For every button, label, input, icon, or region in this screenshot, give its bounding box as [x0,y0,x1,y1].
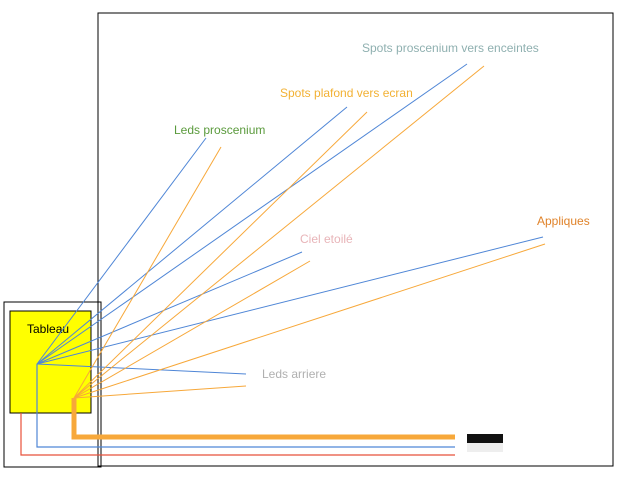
bus-end-block [467,434,503,443]
orange-wire-fan [73,65,546,399]
orange-wire [73,65,485,399]
blue-wire [36,106,348,365]
blue-wire [36,236,544,365]
blue-wire [36,63,468,365]
orange-wire [73,111,368,399]
panel-enclosure [3,301,102,468]
blue-wire [36,137,207,365]
orange-wire [73,260,311,399]
orange-wire [73,146,222,399]
orange-wire [73,385,247,399]
label-leds-proscenium: Leds proscenium [174,123,265,137]
label-appliques: Appliques [537,214,590,228]
label-ciel-etoile: Ciel etoilé [300,232,353,246]
room-outline [97,12,614,467]
label-spots-proscenium: Spots proscenium vers enceintes [362,41,539,55]
blue-return-wire [36,364,455,448]
blue-wire [36,251,303,365]
orange-wire [73,243,546,399]
label-spots-plafond: Spots plafond vers ecran [280,86,413,100]
tableau-label: Tableau [27,322,69,336]
label-leds-arriere: Leds arriere [262,367,326,381]
bus-end-block-shade [467,443,503,452]
orange-bus-wire [71,398,455,440]
red-wire [20,413,455,456]
blue-wire [36,363,247,375]
blue-wire-fan [36,63,544,375]
